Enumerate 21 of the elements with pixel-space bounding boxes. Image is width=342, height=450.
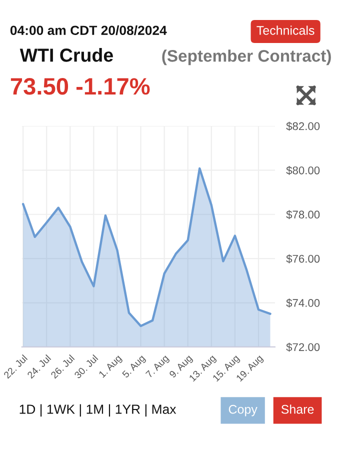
y-tick-label: $82.00: [286, 122, 320, 131]
text: 73.50 -1.17%: [10, 78, 150, 95]
y-tick-label: $76.00: [286, 254, 320, 264]
x-tick-label: 26. Jul: [50, 354, 75, 379]
y-tick-label: $80.00: [286, 166, 320, 175]
text: 1D | 1WK | 1M | 1YR | Max: [20, 404, 176, 417]
y-tick-label: $78.00: [286, 210, 320, 220]
y-tick-label: $72.00: [286, 342, 320, 352]
x-tick-label: 1. Aug: [98, 354, 124, 380]
x-tick-label: 24. Jul: [26, 354, 52, 379]
x-tick-label: 5. Aug: [122, 354, 147, 380]
x-tick-label: 22. Jul: [3, 354, 28, 379]
chart-title: WTI Crude: [20, 48, 113, 62]
text: Share: [281, 404, 314, 414]
x-tick-label: 7. Aug: [145, 354, 170, 380]
text: 04:00 am CDT 20/08/2024: [10, 25, 167, 36]
text: Technicals: [256, 26, 314, 35]
y-tick-label: $74.00: [286, 298, 320, 308]
text: Copy: [228, 404, 258, 416]
chart-subtitle: (September Contract): [162, 50, 331, 66]
x-tick-label: 30. Jul: [74, 354, 98, 379]
